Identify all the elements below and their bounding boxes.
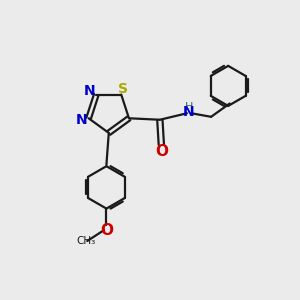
Text: S: S bbox=[118, 82, 128, 96]
Text: N: N bbox=[75, 113, 87, 127]
Text: N: N bbox=[183, 104, 194, 118]
Text: H: H bbox=[184, 102, 193, 112]
Text: O: O bbox=[100, 223, 113, 238]
Text: N: N bbox=[84, 84, 96, 98]
Text: O: O bbox=[155, 144, 168, 159]
Text: CH₃: CH₃ bbox=[76, 236, 95, 246]
